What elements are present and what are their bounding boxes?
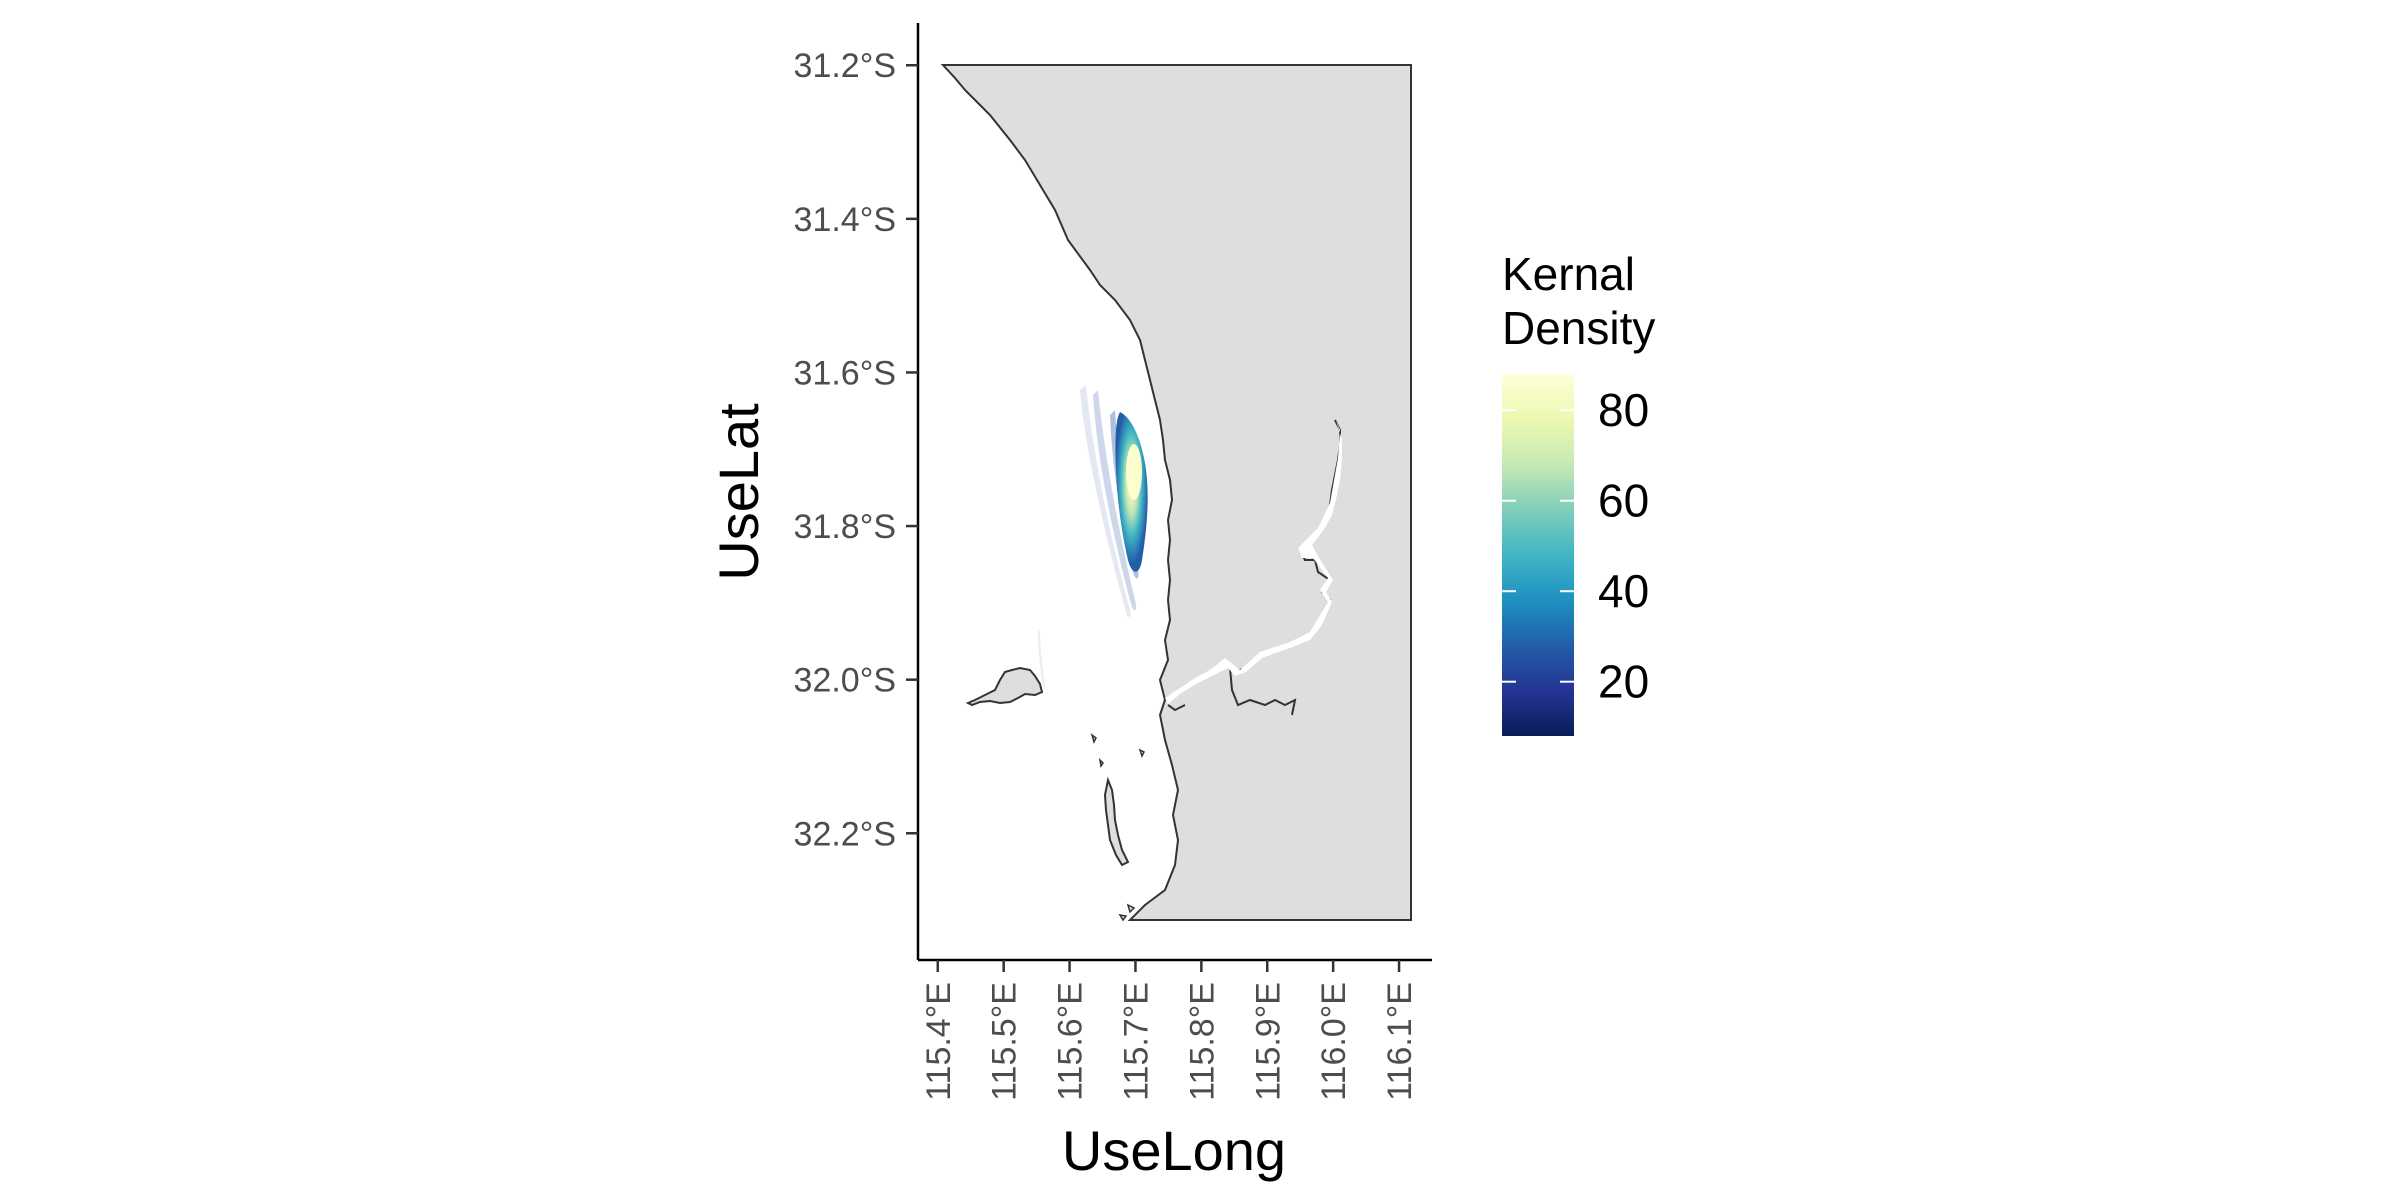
legend-ticks: 80 60 40 20 [1502,384,1649,708]
x-tick-label: 115.5°E [986,982,1024,1101]
density-peak [1126,444,1142,500]
y-axis-title: UseLat [707,403,770,581]
axes: 31.2°S 31.4°S 31.6°S 31.8°S 32.0°S 32.2°S 115… [707,23,1432,1182]
legend-title-line-1: Kernal [1502,248,1635,300]
map-panel [940,64,1412,922]
y-tick-label: 31.8°S [794,508,896,546]
density-halo-far [1038,630,1046,689]
density-contour-1 [1093,390,1137,611]
x-axis-title: UseLong [1062,1119,1286,1182]
x-tick-label: 116.0°E [1315,982,1353,1101]
legend-label: 60 [1598,475,1649,527]
islets [1090,733,1146,922]
density-halo-outer [1080,385,1131,618]
density-layer [1038,385,1148,689]
x-ticks: 115.4°E 115.5°E 115.6°E 115.7°E 115.8°E 115.9… [920,960,1419,1101]
x-tick-label: 115.8°E [1183,982,1221,1101]
y-tick-label: 32.2°S [794,815,896,853]
y-tick-label: 32.0°S [794,662,896,700]
x-tick-label: 115.6°E [1052,982,1090,1101]
legend-colorbar [1502,374,1574,736]
rottnest-island [965,666,1044,707]
y-ticks: 31.2°S 31.4°S 31.6°S 31.8°S 32.0°S 32.2°S [794,47,918,853]
legend-label: 40 [1598,565,1649,617]
legend: Kernal Density 80 60 40 20 [1502,248,1655,736]
legend-title-line-2: Density [1502,302,1655,354]
legend-label: 20 [1598,656,1649,708]
x-tick-label: 115.9°E [1249,982,1287,1101]
x-tick-label: 116.1°E [1381,982,1419,1101]
x-tick-label: 115.4°E [920,982,958,1101]
garden-island [1103,776,1130,867]
x-tick-label: 115.7°E [1117,982,1155,1101]
y-tick-label: 31.6°S [794,354,896,392]
legend-label: 80 [1598,384,1649,436]
mainland [940,64,1412,921]
y-tick-label: 31.4°S [794,201,896,239]
y-tick-label: 31.2°S [794,47,896,85]
